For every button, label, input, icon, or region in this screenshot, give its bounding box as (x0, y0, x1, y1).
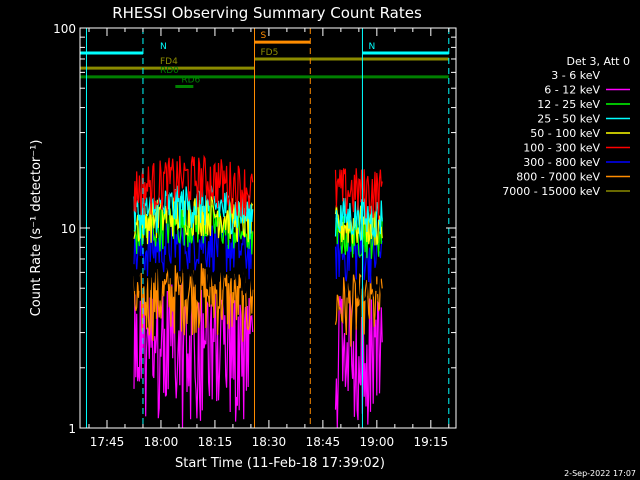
axis-layer: 17:45 18:00 18:15 18:30 18:45 19:00 19:15 1 10 10… (53, 22, 456, 449)
legend-label-3: 25 - 50 keV (537, 113, 600, 126)
series-line-100-300kev-seg0 (133, 154, 254, 217)
x-tick-label-5: 19:00 (360, 435, 395, 449)
legend-label-8: 7000 - 15000 keV (502, 185, 600, 198)
legend-label-1: 6 - 12 keV (544, 84, 600, 97)
series-line-800-7000kev-seg1 (334, 273, 383, 347)
y-tick-label-1: 10 (61, 222, 76, 236)
flag-label-fd5-4: FD5 (261, 48, 279, 58)
legend-label-2: 12 - 25 keV (537, 98, 600, 111)
flag-label-fd4-3: FD4 (160, 57, 178, 67)
flag-label-n-1: N (368, 42, 375, 52)
flag-label-rd0-5: RD0 (160, 66, 179, 76)
legend-label-7: 800 - 7000 keV (516, 171, 600, 184)
legend-label-5: 100 - 300 keV (523, 142, 600, 155)
legend-label-4: 50 - 100 keV (530, 127, 600, 140)
series-line-50-100kev-seg1 (334, 204, 383, 246)
series-line-25-50kev-seg1 (334, 197, 383, 241)
x-axis-label: Start Time (11-Feb-18 17:39:02) (175, 456, 385, 471)
flag-label-s-2: S (261, 31, 267, 41)
flag-label-n-0: N (160, 42, 167, 52)
x-tick-label-6: 19:15 (414, 435, 449, 449)
flag-label-rd6-6: RD6 (181, 75, 200, 85)
series-line-25-50kev-seg0 (133, 185, 254, 240)
legend-label-0: 3 - 6 keV (551, 69, 600, 82)
x-tick-label-3: 18:30 (252, 435, 287, 449)
series-line-100-300kev-seg1 (334, 168, 383, 220)
legend-header: Det 3, Att 0 (567, 55, 631, 68)
legend-label-6: 300 - 800 keV (523, 156, 600, 169)
x-tick-label-0: 17:45 (90, 435, 125, 449)
data-layer (133, 154, 383, 428)
x-tick-label-2: 18:15 (198, 435, 233, 449)
chart-title: RHESSI Observing Summary Count Rates (112, 4, 422, 22)
x-tick-label-4: 18:45 (306, 435, 341, 449)
y-axis-label: Count Rate (s⁻¹ detector⁻¹) (29, 140, 44, 317)
x-tick-label-1: 18:00 (144, 435, 179, 449)
y-tick-label-0: 1 (68, 422, 76, 436)
vline-layer (85, 28, 450, 428)
series-line-300-800kev-seg1 (334, 231, 383, 284)
series-line-3-6kev-seg1 (334, 258, 383, 302)
y-tick-label-2: 100 (53, 22, 76, 36)
series-line-3-6kev-seg0 (133, 244, 254, 299)
footer-date: 2-Sep-2022 17:07 (564, 469, 636, 478)
